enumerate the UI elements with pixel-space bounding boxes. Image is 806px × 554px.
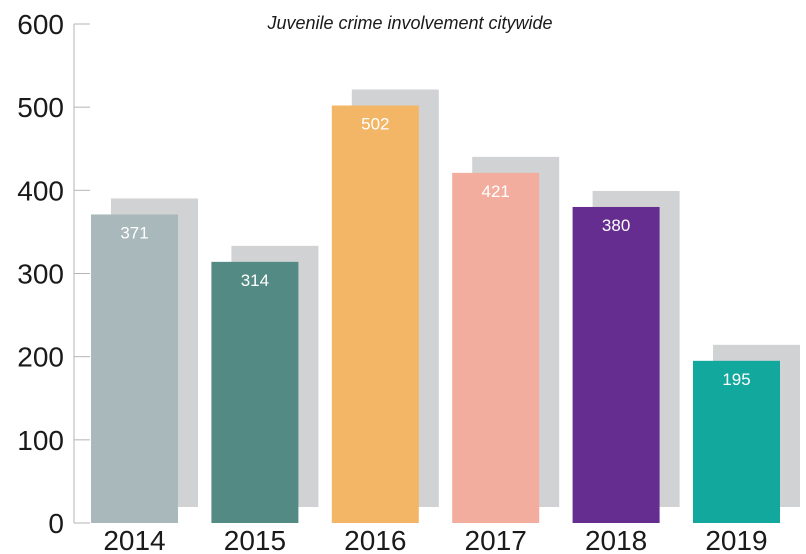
x-tick-label: 2019 [705,525,767,554]
axis-layer: 0 100 200 300 400 500 600 [17,9,90,539]
y-tick-label: 100 [17,425,64,456]
x-tick-label: 2017 [465,525,527,554]
data-label: 421 [482,182,510,201]
y-tick-label: 0 [48,508,64,539]
bar [572,206,660,523]
bar [331,105,419,524]
bar [211,261,299,523]
data-label: 502 [361,115,389,134]
y-tick-label: 300 [17,259,64,290]
bars-layer [91,89,800,524]
y-tick-label: 400 [17,175,64,206]
data-label: 371 [120,223,148,242]
y-tick-label: 500 [17,92,64,123]
data-label: 195 [722,370,750,389]
data-label: 380 [602,216,630,235]
bar [693,360,780,523]
y-tick-label: 200 [17,342,64,373]
x-tick-label: 2014 [103,525,165,554]
x-tick-label: 2018 [585,525,647,554]
bar [91,214,178,523]
chart-title: Juvenile crime involvement citywide [266,13,552,33]
y-tick-label: 600 [17,9,64,40]
labels-layer: 371 2014 314 2015 502 2016 421 2017 380 2018 195 20… [103,115,767,554]
bar [452,172,540,523]
x-tick-label: 2016 [344,525,406,554]
x-tick-label: 2015 [224,525,286,554]
data-label: 314 [241,271,269,290]
